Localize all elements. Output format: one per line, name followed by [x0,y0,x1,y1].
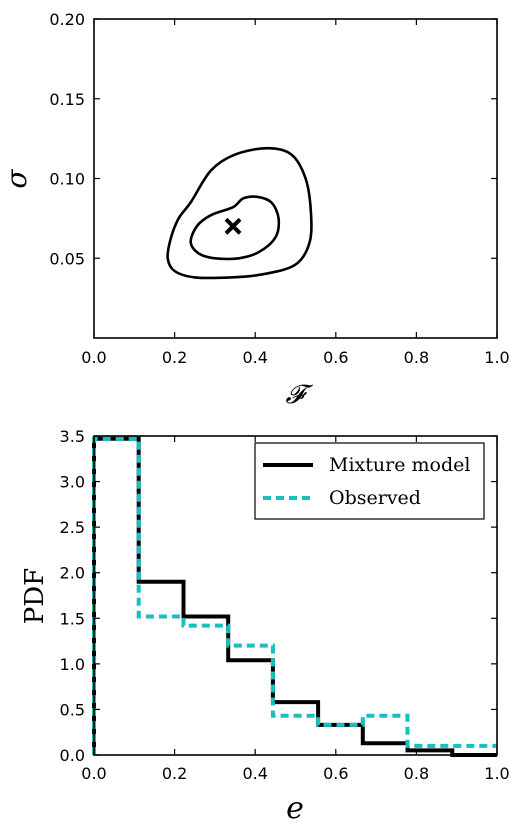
contour-x-tick-label: 1.0 [484,348,509,367]
histogram-y-axis-label: PDF [20,568,50,624]
contour-y-tick-label: 0.05 [49,249,85,268]
contour-y-tick-label: 0.10 [49,170,85,189]
contour-x-ticks: 0.0 0.2 0.4 0.6 0.8 1.0 [81,19,510,367]
contour-x-axis-label: 𝓕 [285,380,313,410]
histogram-x-tick-label: 0.6 [323,764,348,783]
histogram-y-tick-label: 3.5 [60,427,85,446]
histogram-y-tick-label: 3.0 [60,473,85,492]
histogram-y-tick-label: 2.5 [60,518,85,537]
contour-y-ticks: 0.05 0.10 0.15 0.20 [49,10,497,268]
legend: Mixture model Observed [254,442,485,520]
histogram-axes-frame [93,435,498,756]
contour-y-tick-label: 0.20 [49,10,85,29]
histogram-y-tick-label: 0.0 [60,746,85,765]
legend-box [254,442,485,520]
contour-y-axis-label: σ [0,169,33,189]
contour-lines [166,146,313,280]
histogram-series [92,436,497,757]
histogram-x-tick-label: 0.2 [162,764,187,783]
histogram-panel: 0.0 0.2 0.4 0.6 0.8 1.0 0.0 0.5 1.0 1.5 2.0 2.5 3.0… [20,427,510,826]
contour-panel: 0.0 0.2 0.4 0.6 0.8 1.0 0.05 0.10 0.15 0.20 𝓕 σ [0,10,510,410]
histogram-x-tick-label: 1.0 [484,764,509,783]
contour-line-2 [166,146,313,280]
observed-step-line [92,436,497,755]
histogram-x-ticks: 0.0 0.2 0.4 0.6 0.8 1.0 [81,436,510,783]
best-fit-x-marker [224,217,242,235]
contour-line-1 [189,195,281,261]
legend-label-mixture: Mixture model [329,454,470,476]
contour-x-tick-label: 0.8 [404,348,429,367]
contour-axes-frame [93,18,498,339]
histogram-y-tick-label: 1.0 [60,655,85,674]
contour-x-tick-label: 0.4 [242,348,267,367]
best-fit-marker [224,217,242,235]
contour-y-tick-label: 0.15 [49,90,85,109]
histogram-x-tick-label: 0.4 [242,764,267,783]
histogram-y-ticks: 0.0 0.5 1.0 1.5 2.0 2.5 3.0 3.5 [60,427,497,765]
contour-x-tick-label: 0.2 [162,348,187,367]
histogram-y-tick-label: 0.5 [60,700,85,719]
histogram-y-tick-label: 2.0 [60,564,85,583]
histogram-x-axis-label: e [286,791,304,826]
histogram-y-tick-label: 1.5 [60,609,85,628]
histogram-x-tick-label: 0.8 [404,764,429,783]
histogram-x-tick-label: 0.0 [81,764,106,783]
contour-x-tick-label: 0.6 [323,348,348,367]
legend-label-observed: Observed [329,487,421,509]
contour-x-tick-label: 0.0 [81,348,106,367]
